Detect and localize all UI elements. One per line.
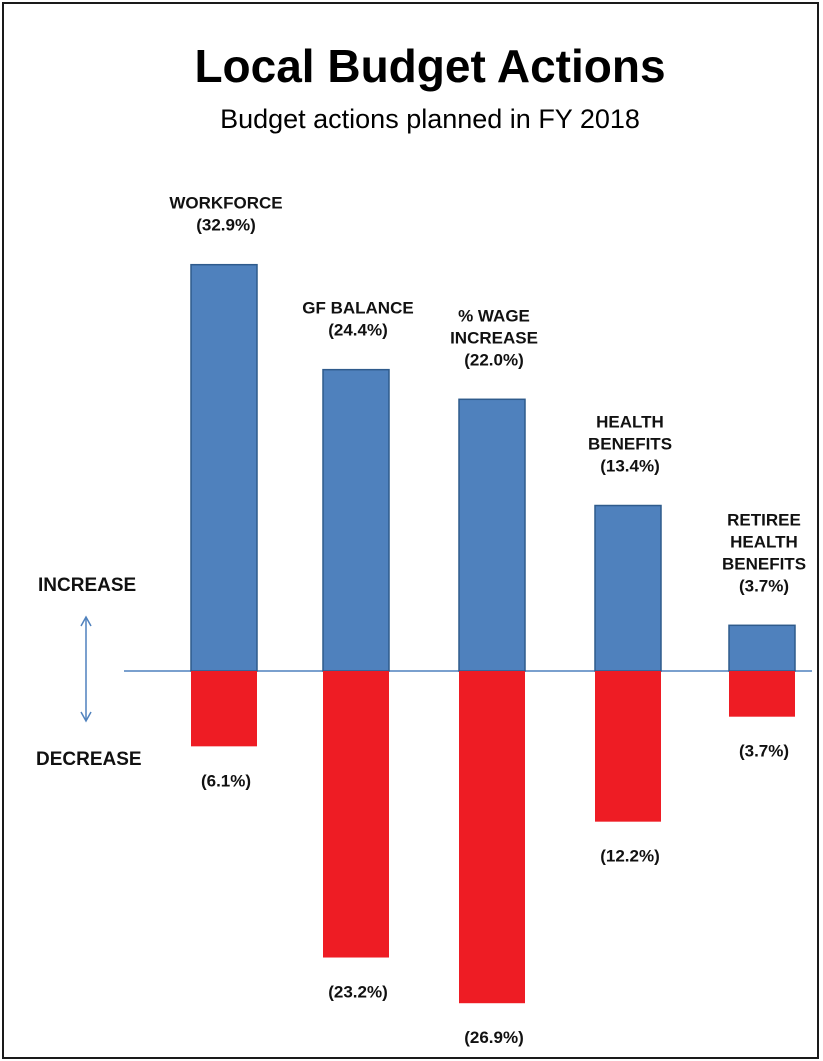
decrease-bar [729,671,795,717]
category-label: HEALTH [730,532,798,551]
increase-bar [322,368,390,672]
increase-bar [594,504,662,672]
increase-value-label: (22.0%) [464,350,524,369]
decrease-bar [595,671,661,822]
category-label: HEALTH [596,413,664,432]
decrease-value-label: (23.2%) [328,983,388,1002]
decrease-bar [323,671,389,958]
category-label: RETIREE [727,510,801,529]
increase-value-label: (3.7%) [739,576,789,595]
category-label: WORKFORCE [169,194,282,213]
direction-arrow-up-head [80,615,92,627]
decrease-value-label: (26.9%) [464,1028,524,1047]
direction-arrow-down-head [80,711,92,723]
category-label: BENEFITS [588,435,672,454]
increase-value-label: (24.4%) [328,321,388,340]
chart-title: Local Budget Actions [194,40,665,92]
category-label: BENEFITS [722,554,806,573]
decrease-value-label: (6.1%) [201,771,251,790]
increase-bar [190,263,258,672]
increase-value-label: (32.9%) [196,216,256,235]
decrease-bar [191,671,257,747]
decrease-value-label: (3.7%) [739,742,789,761]
decrease-value-label: (12.2%) [600,847,660,866]
category-label: % WAGE [458,306,530,325]
category-label: INCREASE [450,328,538,347]
decrease-label: DECREASE [36,749,142,770]
decrease-bar [459,671,525,1004]
chart-subtitle: Budget actions planned in FY 2018 [220,104,640,134]
increase-label: INCREASE [38,575,136,596]
increase-value-label: (13.4%) [600,457,660,476]
category-label: GF BALANCE [302,299,413,318]
direction-arrow [80,615,92,723]
increase-bar [728,624,796,672]
increase-bar [458,398,526,672]
